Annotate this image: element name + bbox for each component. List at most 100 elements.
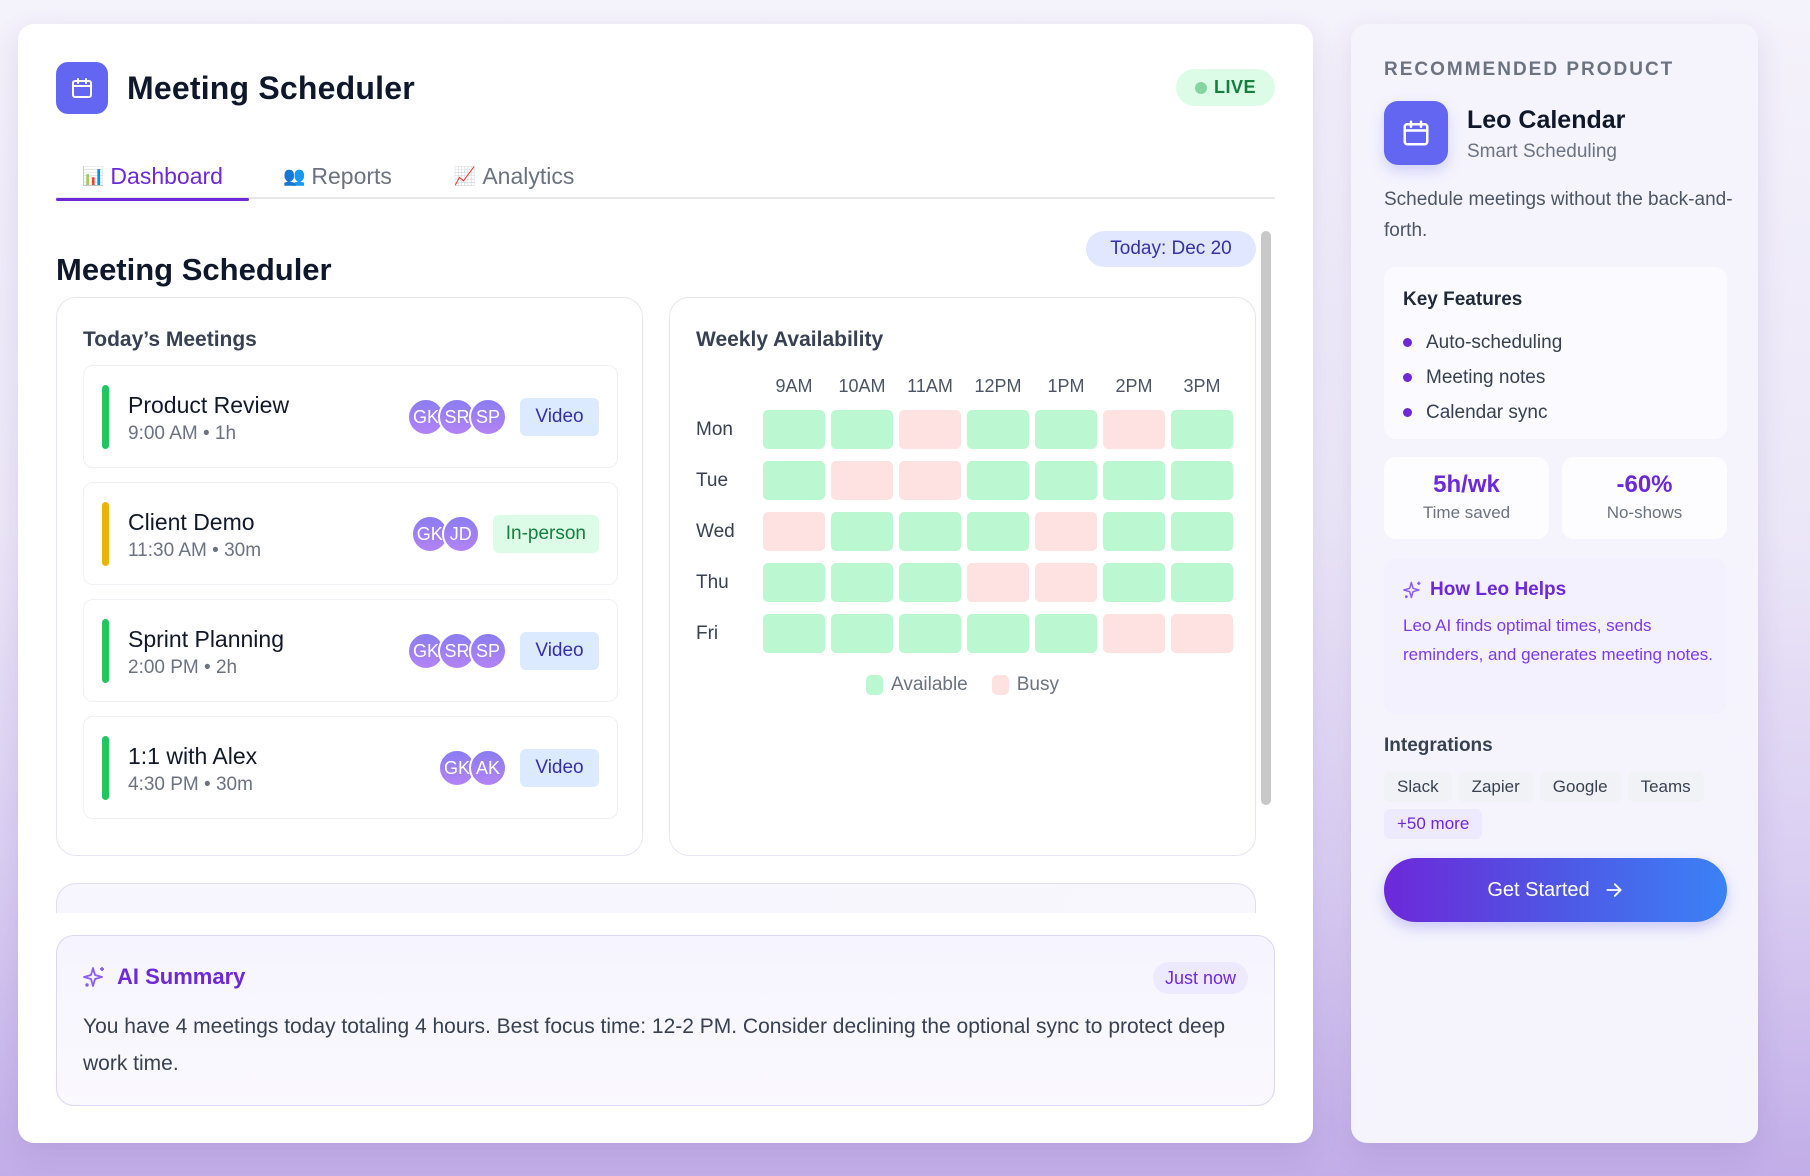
feature-label: Calendar sync [1426, 401, 1548, 423]
slot-available[interactable] [1035, 410, 1097, 449]
slot-busy[interactable] [763, 512, 825, 551]
hour-label: 1PM [1047, 376, 1085, 396]
product-name: Leo Calendar [1467, 106, 1626, 134]
slot-available[interactable] [1103, 563, 1165, 602]
slot-available[interactable] [899, 614, 961, 653]
slot-available[interactable] [899, 563, 961, 602]
meeting-title: Sprint Planning [128, 626, 284, 652]
tab-label: Dashboard [110, 163, 223, 189]
meeting-item[interactable]: Client Demo 11:30 AM • 30m GK JD In-pers… [83, 482, 618, 585]
hour-label: 12PM [974, 376, 1022, 396]
tab-dashboard[interactable]: 📊 Dashboard [56, 154, 249, 201]
hour-label: 11AM [907, 376, 953, 396]
app-logo [56, 62, 108, 114]
get-started-button[interactable]: Get Started [1384, 858, 1727, 922]
avatar: AK [469, 749, 507, 787]
eyebrow-label: RECOMMENDED PRODUCT [1384, 59, 1675, 80]
slot-available[interactable] [899, 512, 961, 551]
integration-chip-teams[interactable]: Teams [1627, 772, 1704, 802]
slot-available[interactable] [763, 563, 825, 602]
meeting-type-tag: Video [520, 749, 599, 787]
slot-available[interactable] [1035, 461, 1097, 500]
tab-label: Reports [311, 163, 392, 189]
stat-label: No-shows [1606, 503, 1683, 522]
slot-busy[interactable] [1035, 512, 1097, 551]
feature-item: Calendar sync [1403, 395, 1562, 430]
ai-summary-card: AI Summary Just now You have 4 meetings … [56, 935, 1275, 1106]
slot-busy[interactable] [1035, 563, 1097, 602]
slot-available[interactable] [831, 410, 893, 449]
slot-available[interactable] [763, 410, 825, 449]
hour-label: 9AM [775, 376, 813, 396]
meeting-title: 1:1 with Alex [128, 743, 258, 769]
live-status-badge: LIVE [1176, 69, 1275, 106]
legend-label: Available [890, 674, 968, 695]
live-status-label: LIVE [1213, 77, 1256, 97]
bullet-icon [1403, 338, 1412, 347]
stat-value: -60% [1616, 471, 1673, 498]
slot-available[interactable] [967, 512, 1029, 551]
slot-busy[interactable] [1171, 614, 1233, 653]
availability-legend: Available Busy [670, 674, 1255, 696]
tab-analytics[interactable]: 📈 Analytics [428, 154, 600, 199]
slot-available[interactable] [831, 614, 893, 653]
attendee-avatars: GK SR SP [407, 632, 507, 670]
features-list: Auto-scheduling Meeting notes Calendar s… [1403, 325, 1562, 430]
tab-reports[interactable]: 👥 Reports [257, 154, 418, 199]
live-dot-icon [1194, 81, 1207, 94]
slot-available[interactable] [831, 512, 893, 551]
slot-available[interactable] [763, 461, 825, 500]
attendee-avatars: GK SR SP [407, 398, 507, 436]
meeting-status-bar [102, 736, 109, 800]
slot-available[interactable] [967, 614, 1029, 653]
slot-available[interactable] [1171, 563, 1233, 602]
partially-visible-card [56, 883, 1256, 913]
day-label: Fri [696, 622, 719, 644]
slot-available[interactable] [1103, 461, 1165, 500]
slot-busy[interactable] [899, 461, 961, 500]
integration-chip-google[interactable]: Google [1539, 772, 1621, 802]
slot-available[interactable] [1171, 461, 1233, 500]
slot-busy[interactable] [967, 563, 1029, 602]
integration-chip-slack[interactable]: Slack [1384, 772, 1452, 802]
meeting-item[interactable]: Sprint Planning 2:00 PM • 2h GK SR SP Vi… [83, 599, 618, 702]
legend-available: Available [865, 674, 968, 696]
slot-available[interactable] [1035, 614, 1097, 653]
avatar: JD [441, 515, 480, 553]
slot-available[interactable] [1171, 410, 1233, 449]
slot-busy[interactable] [831, 461, 893, 500]
slot-available[interactable] [967, 410, 1029, 449]
integration-chip-more[interactable]: +50 more [1384, 809, 1483, 839]
product-tagline: Smart Scheduling [1467, 141, 1617, 162]
meeting-type-tag: Video [520, 632, 599, 670]
slot-available[interactable] [763, 614, 825, 653]
hour-label: 3PM [1183, 376, 1221, 396]
meeting-item[interactable]: Product Review 9:00 AM • 1h GK SR SP Vid… [83, 365, 618, 468]
slot-busy[interactable] [899, 410, 961, 449]
page-title: Meeting Scheduler [56, 252, 332, 287]
how-title: How Leo Helps [1430, 579, 1567, 600]
attendee-avatars: GK JD [410, 515, 480, 553]
meeting-type-tag: Video [520, 398, 599, 436]
slot-available[interactable] [1171, 512, 1233, 551]
recommended-product-panel: RECOMMENDED PRODUCT Leo Calendar Smart S… [1351, 24, 1758, 1143]
slot-busy[interactable] [1103, 614, 1165, 653]
app-title: Meeting Scheduler [127, 70, 415, 106]
trend-chart-icon: 📈 [453, 166, 477, 186]
hour-label: 10AM [838, 376, 886, 396]
meeting-item[interactable]: 1:1 with Alex 4:30 PM • 30m GK AK Video [83, 716, 618, 819]
stat-value: 5h/wk [1433, 471, 1500, 498]
integration-chip-zapier[interactable]: Zapier [1458, 772, 1533, 802]
meeting-time: 4:30 PM • 30m [128, 774, 253, 795]
scrollbar[interactable] [1261, 231, 1271, 805]
availability-row: Wed [696, 512, 1233, 551]
day-label: Thu [696, 571, 729, 593]
slot-available[interactable] [967, 461, 1029, 500]
legend-label: Busy [1016, 674, 1059, 695]
slot-busy[interactable] [1103, 410, 1165, 449]
slot-available[interactable] [831, 563, 893, 602]
availability-row: Fri [696, 614, 1233, 653]
slot-available[interactable] [1103, 512, 1165, 551]
meeting-time: 9:00 AM • 1h [128, 423, 237, 444]
day-label: Tue [696, 469, 729, 491]
